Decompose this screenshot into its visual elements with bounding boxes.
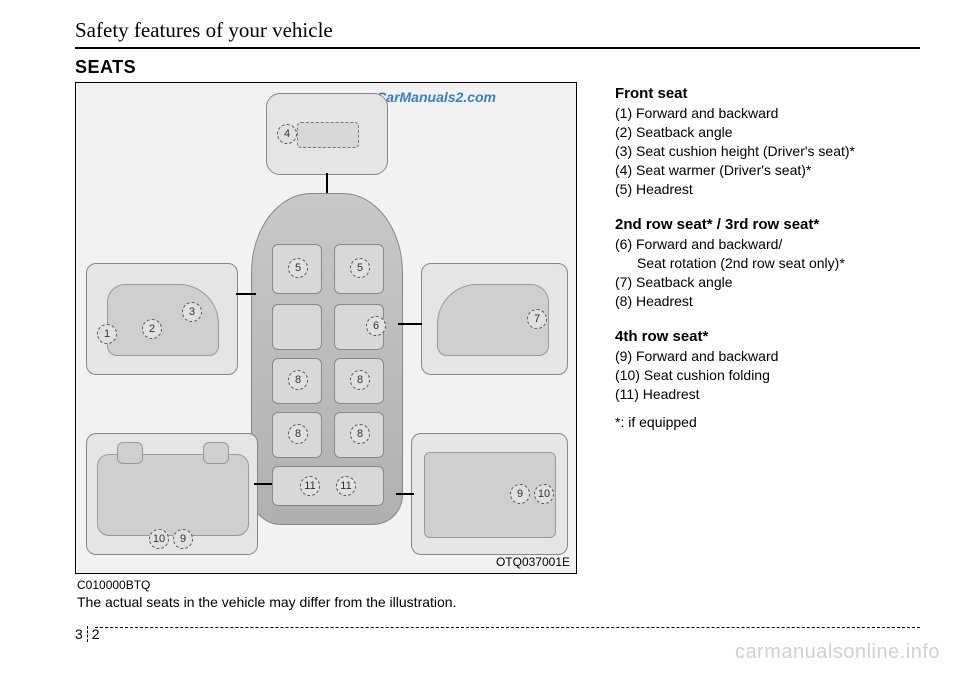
- vehicle-outline: 5 5 6 8 8 8 8: [251, 193, 403, 525]
- callout-number-11a: 11: [300, 476, 320, 496]
- callout-number-10: 10: [149, 529, 169, 549]
- callout-number-10b: 10: [534, 484, 554, 504]
- leader-line: [398, 323, 422, 325]
- callout-number-2: 2: [142, 319, 162, 339]
- bench-headrest-r: [203, 442, 229, 464]
- row23-item-8: (8) Headrest: [615, 292, 920, 311]
- callout-number-4: 4: [277, 124, 297, 144]
- front-item-1: (1) Forward and backward: [615, 104, 920, 123]
- front-item-4: (4) Seat warmer (Driver's seat)*: [615, 161, 920, 180]
- row4-item-10: (10) Seat cushion folding: [615, 366, 920, 385]
- footer-rule: [95, 627, 920, 628]
- leader-line: [236, 293, 256, 295]
- front-item-5: (5) Headrest: [615, 180, 920, 199]
- figure-ref-code: C010000BTQ: [77, 578, 585, 592]
- leader-line: [254, 483, 272, 485]
- front-item-2: (2) Seatback angle: [615, 123, 920, 142]
- figure-column: CarManuals2.com 4 5 5 6: [75, 82, 585, 610]
- manual-page: Safety features of your vehicle SEATS Ca…: [0, 0, 960, 676]
- callout-number-5a: 5: [288, 258, 308, 278]
- callout-row-seat-side: 7: [421, 263, 568, 375]
- callout-cargo-fold: 9 10: [411, 433, 568, 555]
- row23-heading: 2nd row seat* / 3rd row seat*: [615, 215, 920, 235]
- callout-number-1: 1: [97, 324, 117, 344]
- row23-item-6b: Seat rotation (2nd row seat only)*: [615, 254, 920, 273]
- callout-number-9b: 9: [510, 484, 530, 504]
- row4-item-9: (9) Forward and backward: [615, 347, 920, 366]
- callout-bench-seat: 10 9: [86, 433, 258, 555]
- front-seat-side-shape: [107, 284, 219, 356]
- callout-number-6: 6: [366, 316, 386, 336]
- figure-watermark: CarManuals2.com: [376, 89, 496, 105]
- chapter-title: Safety features of your vehicle: [75, 18, 920, 45]
- site-watermark: carmanualsonline.info: [735, 641, 940, 664]
- seat-diagram: CarManuals2.com 4 5 5 6: [75, 82, 577, 574]
- callout-number-9a: 9: [173, 529, 193, 549]
- callout-front-seat-side: 1 2 3: [86, 263, 238, 375]
- front-item-3: (3) Seat cushion height (Driver's seat)*: [615, 142, 920, 161]
- seat-warmer-switch: [297, 122, 359, 148]
- section-title: SEATS: [75, 57, 920, 78]
- row23-item-6a: (6) Forward and backward/: [615, 235, 920, 254]
- callout-number-7: 7: [527, 309, 547, 329]
- footnote: *: if equipped: [615, 413, 920, 432]
- row4-heading: 4th row seat*: [615, 327, 920, 347]
- callout-number-8b: 8: [350, 370, 370, 390]
- callout-number-8d: 8: [350, 424, 370, 444]
- callout-number-8a: 8: [288, 370, 308, 390]
- bench-shape: [97, 454, 249, 536]
- figure-note: The actual seats in the vehicle may diff…: [77, 594, 585, 610]
- content-row: CarManuals2.com 4 5 5 6: [75, 82, 920, 610]
- seat-row2-left: [272, 304, 322, 350]
- row23-item-7: (7) Seatback angle: [615, 273, 920, 292]
- seat-rear-bench: [272, 466, 384, 506]
- callout-seat-warmer-panel: 4: [266, 93, 388, 175]
- callout-number-11b: 11: [336, 476, 356, 496]
- callout-number-5b: 5: [350, 258, 370, 278]
- row4-item-11: (11) Headrest: [615, 385, 920, 404]
- text-column: Front seat (1) Forward and backward (2) …: [585, 82, 920, 432]
- callout-number-3: 3: [182, 302, 202, 322]
- leader-line: [396, 493, 414, 495]
- figure-code: OTQ037001E: [496, 555, 570, 569]
- page-number: 3 2: [75, 626, 100, 642]
- chapter-rule: [75, 47, 920, 49]
- front-seat-heading: Front seat: [615, 84, 920, 104]
- page-chapter-num: 3: [75, 626, 88, 642]
- page-page-num: 2: [92, 626, 100, 642]
- bench-headrest-l: [117, 442, 143, 464]
- callout-number-8c: 8: [288, 424, 308, 444]
